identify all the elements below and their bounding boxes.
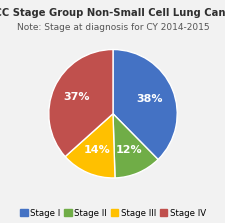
Text: 12%: 12%	[115, 145, 141, 155]
Text: 38%: 38%	[136, 94, 162, 104]
Text: 14%: 14%	[83, 145, 110, 155]
Wedge shape	[112, 114, 157, 178]
Wedge shape	[112, 50, 176, 159]
Legend: Stage I, Stage II, Stage III, Stage IV: Stage I, Stage II, Stage III, Stage IV	[19, 208, 206, 219]
Text: AJCC Stage Group Non-Small Cell Lung Cancer: AJCC Stage Group Non-Small Cell Lung Can…	[0, 8, 225, 18]
Text: 37%: 37%	[63, 93, 90, 103]
Wedge shape	[65, 114, 115, 178]
Wedge shape	[49, 50, 112, 157]
Text: Note: Stage at diagnosis for CY 2014-2015: Note: Stage at diagnosis for CY 2014-201…	[17, 23, 208, 32]
